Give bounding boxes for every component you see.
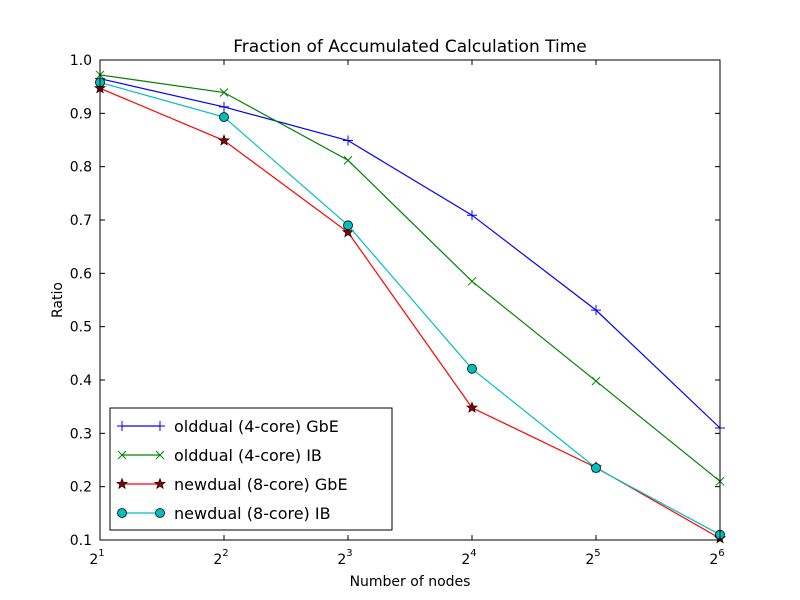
x-tick-base: 2 — [337, 552, 346, 568]
legend-entry: newdual (8-core) IB — [117, 504, 331, 523]
data-point — [155, 450, 165, 460]
data-point — [117, 421, 127, 431]
x-tick-exponent: 3 — [346, 548, 352, 559]
data-point — [117, 450, 127, 460]
series-line — [99, 74, 721, 482]
data-point — [219, 101, 229, 112]
x-tick-label: 23 — [337, 548, 352, 568]
data-point — [343, 220, 353, 231]
x-tick-label: 26 — [709, 548, 724, 568]
data-point — [591, 463, 601, 473]
axis-ticks: 21 22 23 24 25 260.10.20.30.40.50.60.70.80.91… — [70, 53, 725, 568]
legend-label: olddual (4-core) IB — [174, 446, 322, 465]
y-tick-label: 0.7 — [70, 213, 92, 229]
data-point — [155, 508, 165, 518]
y-tick-label: 0.1 — [70, 533, 92, 549]
x-tick-label: 24 — [461, 548, 476, 568]
data-point — [467, 363, 477, 374]
x-tick-label: 22 — [213, 548, 228, 568]
x-tick-label: 21 — [89, 548, 104, 568]
chart-title: Fraction of Accumulated Calculation Time — [233, 37, 587, 57]
y-tick-label: 0.6 — [70, 266, 92, 282]
x-tick-label: 25 — [585, 548, 600, 568]
x-tick-exponent: 5 — [594, 548, 600, 559]
data-point — [467, 210, 477, 221]
y-tick-label: 0.9 — [70, 106, 92, 122]
legend-entry: olddual (4-core) IB — [117, 446, 322, 465]
legend-label: olddual (4-core) GbE — [174, 417, 339, 436]
x-tick-exponent: 2 — [222, 548, 228, 559]
x-tick-base: 2 — [213, 552, 222, 568]
data-point — [591, 305, 601, 316]
data-point — [217, 134, 231, 146]
y-tick-label: 0.5 — [70, 320, 92, 336]
y-axis-label: Ratio — [50, 282, 66, 318]
plot-frame — [99, 59, 721, 541]
data-point — [343, 135, 353, 146]
legend-entry: newdual (8-core) GbE — [115, 475, 348, 494]
x-tick-exponent: 4 — [470, 548, 476, 559]
series-line — [99, 81, 721, 536]
x-tick-base: 2 — [585, 552, 594, 568]
y-tick-label: 1.0 — [70, 53, 92, 69]
y-tick-label: 0.3 — [70, 426, 92, 442]
series-line — [99, 78, 721, 429]
y-tick-label: 0.8 — [70, 160, 92, 176]
x-tick-exponent: 1 — [98, 548, 104, 559]
data-point — [155, 421, 165, 431]
data-point — [153, 477, 167, 490]
legend-label: newdual (8-core) IB — [174, 504, 331, 523]
data-point — [117, 508, 127, 518]
data-point — [465, 401, 479, 413]
data-point — [467, 276, 477, 286]
data-point — [219, 88, 229, 97]
y-tick-label: 0.4 — [70, 373, 92, 389]
legend-label: newdual (8-core) GbE — [174, 475, 348, 494]
data-point — [343, 155, 353, 165]
x-tick-exponent: 6 — [718, 548, 724, 559]
x-tick-base: 2 — [89, 552, 98, 568]
x-axis-label: Number of nodes — [350, 574, 471, 590]
y-tick-label: 0.2 — [70, 480, 92, 496]
legend-entry: olddual (4-core) GbE — [117, 417, 339, 436]
data-point — [591, 376, 601, 386]
x-tick-base: 2 — [709, 552, 718, 568]
legend: olddual (4-core) GbE olddual (4-core) IB n… — [109, 407, 393, 531]
data-point — [219, 112, 229, 122]
data-point — [115, 477, 129, 490]
x-tick-base: 2 — [461, 552, 470, 568]
